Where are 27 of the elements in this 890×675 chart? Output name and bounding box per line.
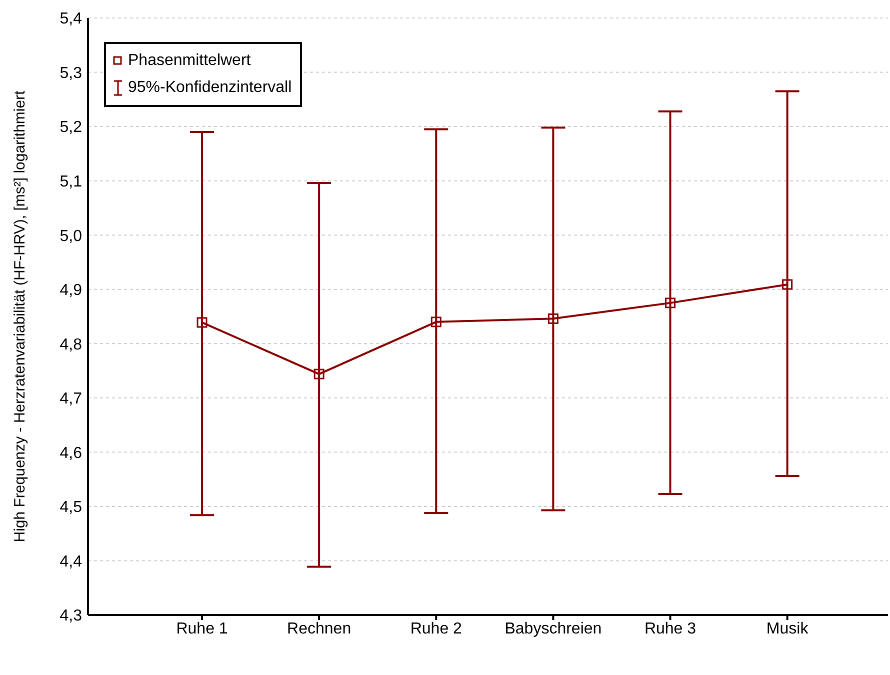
point — [314, 368, 324, 380]
y-tick-label: 4,5 — [60, 499, 82, 516]
y-tick-label: 5,3 — [60, 64, 82, 82]
y-axis-title: High Frequenzy - Herzratenvariabilität (HF-HRV), [ms²] logarithmiert — [11, 90, 28, 542]
x-tick-label: Musik — [766, 620, 810, 638]
legend-label: Phasenmittelwert — [128, 51, 251, 71]
point — [548, 313, 558, 324]
point — [782, 279, 793, 290]
y-tick-label: 4,8 — [60, 336, 82, 354]
point — [430, 316, 442, 328]
x-tick-label: Ruhe 3 — [644, 620, 696, 638]
y-tick-label: 5,1 — [60, 174, 82, 190]
y-tick-label: 4,7 — [60, 390, 82, 408]
x-tick-label: Ruhe 2 — [410, 620, 462, 638]
x-tick-label: Babyschreien — [504, 620, 602, 638]
y-tick-label: 4,9 — [60, 282, 82, 300]
y-tick-label: 4,6 — [60, 444, 82, 462]
y-tick-label: 5,2 — [60, 119, 82, 136]
y-tick-label: 4,3 — [60, 608, 82, 625]
y-tick-label: 5,4 — [60, 10, 82, 28]
point — [665, 298, 676, 308]
point — [196, 317, 208, 328]
annotation: 95%-Konfidenzintervall — [128, 78, 292, 98]
x-tick-label: Ruhe 1 — [176, 620, 228, 638]
y-tick-label: 5,0 — [60, 228, 82, 245]
y-tick-label: 4,4 — [60, 553, 82, 570]
x-tick-label: Rechnen — [287, 620, 352, 638]
